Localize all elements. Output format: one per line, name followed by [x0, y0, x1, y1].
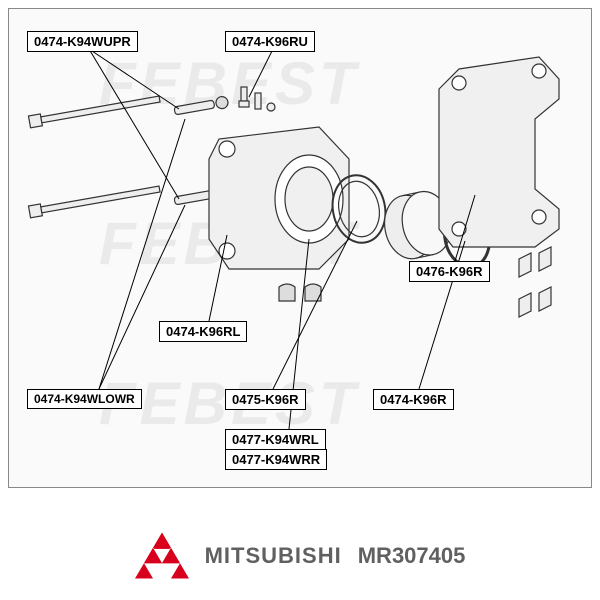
- label-k476: 0476-K96R: [409, 261, 490, 282]
- label-k477rl: 0477-K94WRL: [225, 429, 326, 450]
- label-k96rl: 0474-K96RL: [159, 321, 247, 342]
- diagram-frame: FEBEST FEBEST FEBEST: [8, 8, 592, 488]
- slide-pin-upper: [174, 96, 229, 117]
- pad-clips: [519, 247, 551, 317]
- guide-bolt-lower: [28, 183, 160, 218]
- part-number: MR307405: [358, 543, 466, 569]
- label-k94wlowr: 0474-K94WLOWR: [27, 389, 142, 409]
- label-k96ru: 0474-K96RU: [225, 31, 315, 52]
- bleeder-screw: [239, 87, 275, 111]
- label-k94wupr: 0474-K94WUPR: [27, 31, 138, 52]
- label-k475: 0475-K96R: [225, 389, 306, 410]
- caliper-bracket: [439, 57, 559, 247]
- brand-row: MITSUBISHI MR307405: [0, 532, 600, 580]
- label-k477rr: 0477-K94WRR: [225, 449, 327, 470]
- mitsubishi-logo-icon: [135, 532, 189, 580]
- guide-bolt-upper: [28, 93, 160, 128]
- pin-boot: [279, 284, 321, 301]
- caliper-body: [209, 127, 349, 269]
- label-k474r: 0474-K96R: [373, 389, 454, 410]
- caliper-exploded-drawing: [9, 9, 593, 489]
- brand-name: MITSUBISHI: [205, 543, 342, 569]
